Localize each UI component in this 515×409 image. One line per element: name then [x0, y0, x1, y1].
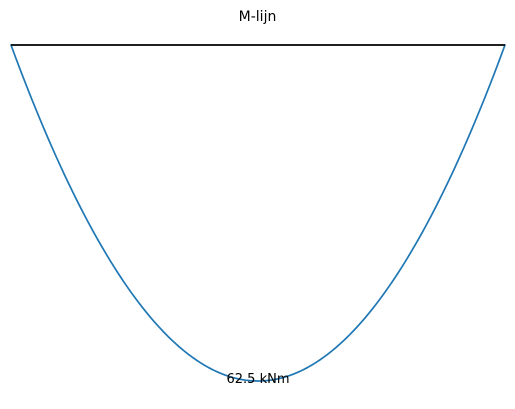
chart-title: M-lijn	[239, 9, 277, 25]
max-moment-label: 62.5 kNm	[227, 372, 290, 387]
moment-curve	[10, 44, 506, 382]
plot-area: 62.5 kNm	[10, 44, 506, 387]
